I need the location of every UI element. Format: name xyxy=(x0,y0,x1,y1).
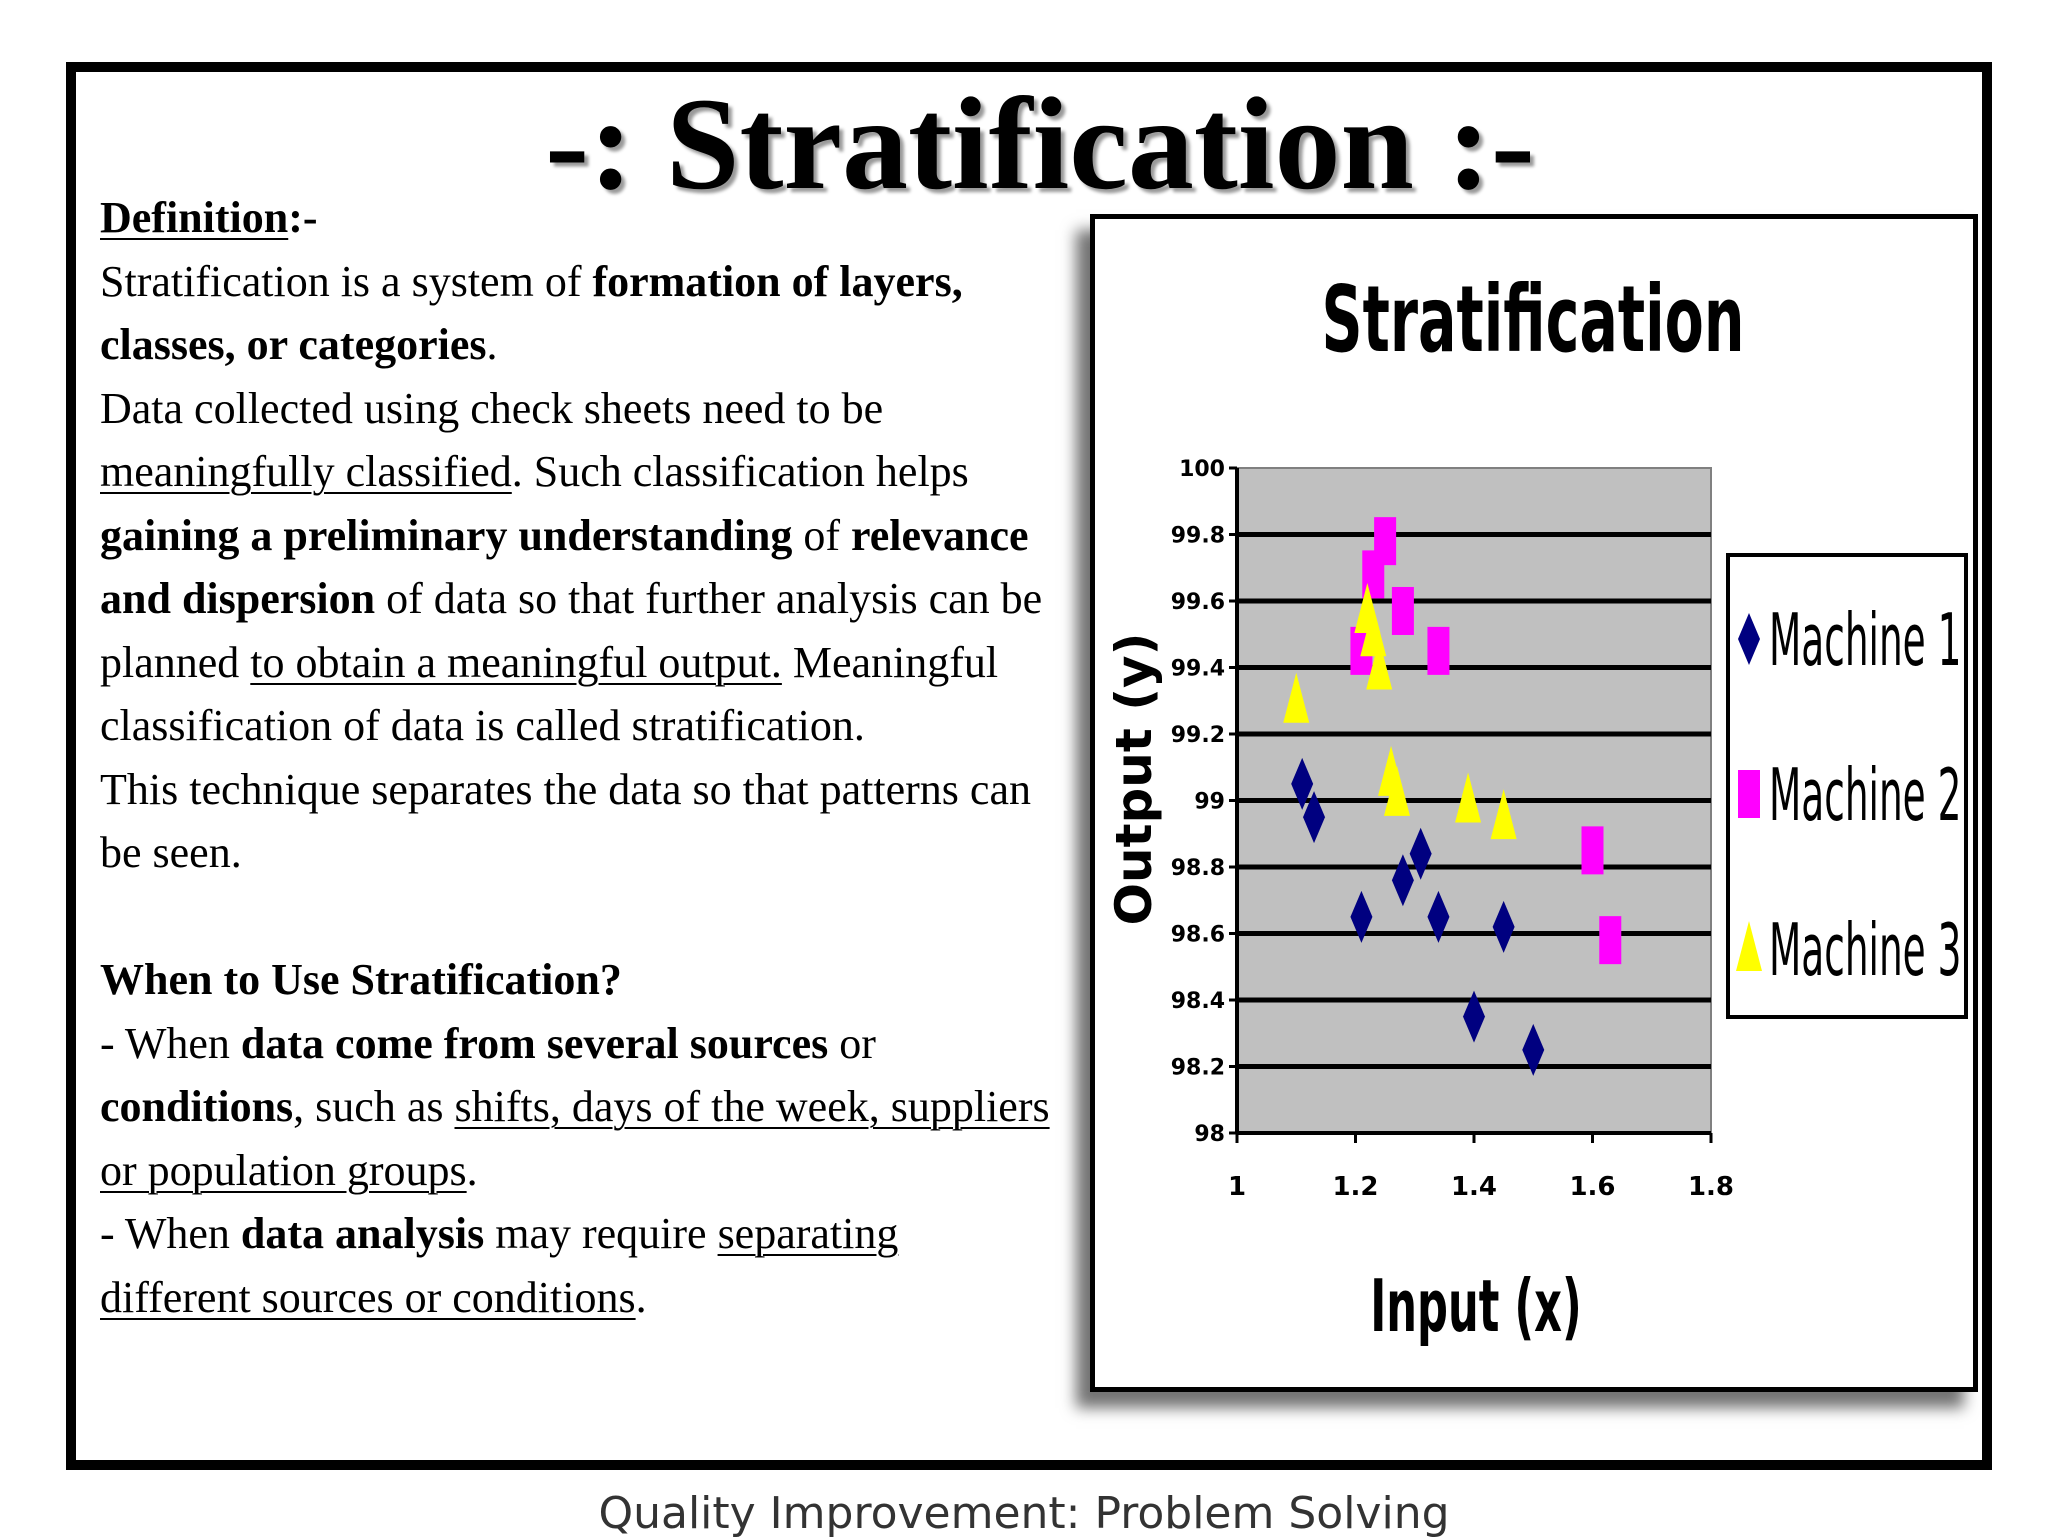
body-text: Definition:- Stratification is a system … xyxy=(100,186,1060,1329)
slide-footer: Quality Improvement: Problem Solving xyxy=(598,1488,1450,1539)
x-tick-label: 1.6 xyxy=(1569,1172,1615,1202)
point-machine-1 xyxy=(1463,990,1485,1043)
legend-label-machine-1: Machine 1 xyxy=(1769,599,1961,683)
y-tick-label: 98 xyxy=(1194,1122,1225,1147)
legend-label-machine-2: Machine 2 xyxy=(1769,754,1961,838)
slide-title: -: Stratification :- xyxy=(545,70,1535,217)
point-machine-1 xyxy=(1291,757,1314,810)
y-axis-label: Output (y) xyxy=(1105,633,1163,926)
y-tick-label: 99.4 xyxy=(1171,657,1225,682)
chart-title: Stratification xyxy=(1322,267,1745,374)
legend-marker-machine-1 xyxy=(1738,613,1760,665)
point-machine-2 xyxy=(1374,517,1397,566)
point-machine-1 xyxy=(1350,890,1373,943)
point-machine-2 xyxy=(1599,916,1622,965)
x-tick-label: 1.2 xyxy=(1332,1172,1378,1202)
point-machine-1 xyxy=(1427,890,1450,943)
when-to-use-item-2: - When data analysis may require separat… xyxy=(100,1209,899,1322)
point-machine-1 xyxy=(1303,791,1326,844)
legend-marker-machine-3 xyxy=(1736,921,1762,971)
y-tick-label: 99 xyxy=(1194,790,1225,815)
point-machine-2 xyxy=(1391,586,1414,635)
definition-paragraph-3: This technique separates the data so tha… xyxy=(100,764,1031,878)
y-tick-label: 98.4 xyxy=(1171,989,1225,1014)
y-tick-label: 99.6 xyxy=(1171,590,1225,615)
point-machine-1 xyxy=(1492,900,1515,953)
point-machine-3 xyxy=(1283,672,1310,723)
x-tick-label: 1 xyxy=(1228,1172,1246,1202)
definition-paragraph-2: Data collected using check sheets need t… xyxy=(100,383,1043,751)
y-tick-label: 99.8 xyxy=(1171,524,1225,549)
point-machine-1 xyxy=(1522,1023,1545,1076)
point-machine-1 xyxy=(1391,854,1414,907)
y-tick-label: 98.6 xyxy=(1171,923,1225,948)
x-tick-label: 1.8 xyxy=(1688,1172,1734,1202)
when-to-use-item-1: - When data come from several sources or… xyxy=(100,1018,1050,1195)
y-tick-label: 99.2 xyxy=(1171,723,1225,748)
point-machine-3 xyxy=(1490,789,1517,840)
y-tick-label: 98.2 xyxy=(1171,1056,1225,1081)
point-machine-3 xyxy=(1366,639,1393,690)
point-machine-3 xyxy=(1455,772,1482,823)
chart-panel: Stratification 98 98.2 98.4 98.6 98.8 99 99.2 99… xyxy=(1090,214,1978,1392)
legend-marker-machine-2 xyxy=(1738,770,1760,818)
when-to-use-heading: When to Use Stratification? xyxy=(100,955,622,1004)
legend-box xyxy=(1726,553,1968,1019)
definition-heading: Definition:- xyxy=(100,193,318,242)
x-axis-label: Input (x) xyxy=(1370,1266,1582,1350)
legend-label-machine-3: Machine 3 xyxy=(1769,909,1961,993)
definition-paragraph-1: Stratification is a system of formation … xyxy=(100,256,963,370)
stratification-chart: Stratification 98 98.2 98.4 98.6 98.8 99 99.2 99… xyxy=(1105,267,1968,1350)
point-machine-2 xyxy=(1427,626,1450,675)
point-machine-2 xyxy=(1581,826,1604,875)
x-tick-label: 1.4 xyxy=(1451,1172,1497,1202)
y-tick-label: 100 xyxy=(1179,457,1225,482)
point-machine-3 xyxy=(1383,765,1410,816)
y-tick-label: 98.8 xyxy=(1171,856,1225,881)
point-machine-1 xyxy=(1409,827,1432,880)
